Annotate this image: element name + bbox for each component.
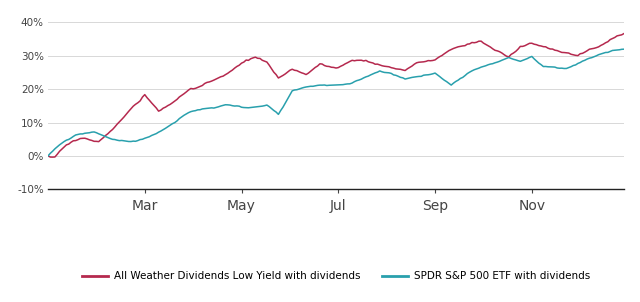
Legend: All Weather Dividends Low Yield with dividends, SPDR S&P 500 ETF with dividends: All Weather Dividends Low Yield with div… [77,267,595,285]
